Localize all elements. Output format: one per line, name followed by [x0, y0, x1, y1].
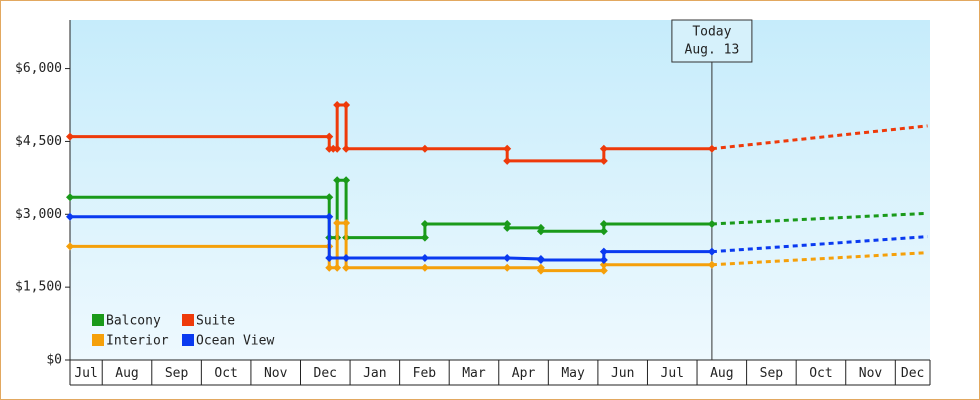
price-point: [599, 220, 608, 228]
price-point: [420, 220, 429, 228]
price-point: [342, 144, 351, 153]
price-point: [503, 254, 512, 262]
x-tick-label: Nov: [264, 366, 288, 381]
today-label: Today: [692, 25, 731, 40]
price-point: [503, 223, 512, 232]
x-tick-label: Mar: [462, 366, 486, 381]
price-point: [536, 255, 545, 264]
x-tick-label: Aug: [115, 366, 138, 381]
price-point: [333, 219, 342, 228]
price-point: [333, 101, 342, 109]
legend-swatch: [182, 314, 194, 326]
x-tick-label: Apr: [512, 366, 536, 381]
y-tick-label: $1,500: [15, 280, 62, 295]
price-point: [599, 144, 608, 153]
price-point: [333, 176, 342, 185]
price-point: [599, 156, 608, 165]
x-tick-label: Jul: [74, 366, 97, 381]
x-tick-label: Dec: [314, 366, 337, 381]
price-point: [325, 193, 334, 202]
price-point: [333, 263, 342, 272]
x-tick-label: Oct: [809, 366, 832, 381]
price-point: [342, 219, 351, 228]
x-tick-label: Feb: [413, 366, 437, 381]
forecast-line: [711, 235, 928, 254]
price-point: [342, 176, 351, 185]
x-tick-label: May: [561, 366, 585, 381]
price-point: [66, 132, 74, 141]
price-point: [420, 233, 429, 242]
price-point: [325, 132, 334, 141]
legend-swatch: [92, 334, 104, 346]
forecast-line: [711, 124, 928, 151]
price-point: [333, 144, 342, 153]
x-tick-label: Sep: [165, 366, 189, 381]
price-point: [536, 266, 545, 275]
y-tick-label: $3,000: [15, 207, 62, 222]
price-point: [325, 212, 334, 221]
price-point: [66, 242, 74, 251]
legend-swatch: [182, 334, 194, 346]
price-point: [342, 254, 351, 262]
legend-label: Ocean View: [196, 334, 274, 349]
price-point: [342, 263, 351, 272]
x-tick-label: Dec: [901, 366, 924, 381]
price-point: [599, 266, 608, 275]
price-point: [325, 254, 334, 262]
x-tick-label: Oct: [214, 366, 237, 381]
price-point: [503, 263, 512, 272]
x-tick-label: Jul: [661, 366, 684, 381]
x-tick-label: Sep: [760, 366, 784, 381]
y-tick-label: $4,500: [15, 134, 62, 149]
today-label: Aug. 13: [685, 43, 740, 58]
x-tick-label: Jun: [611, 366, 634, 381]
price-point: [66, 212, 74, 221]
price-point: [420, 254, 429, 262]
price-point: [599, 227, 608, 236]
legend-label: Suite: [196, 314, 235, 329]
x-tick-label: Aug: [710, 366, 733, 381]
x-tick-label: Jan: [363, 366, 386, 381]
legend-label: Interior: [106, 334, 169, 349]
today-box: [671, 19, 753, 63]
price-point: [599, 247, 608, 256]
price-point: [599, 255, 608, 264]
price-point: [536, 227, 545, 236]
y-tick-label: $0: [46, 353, 62, 368]
price-point: [325, 263, 334, 272]
y-tick-label: $6,000: [15, 61, 62, 76]
x-tick-label: Nov: [859, 366, 883, 381]
price-point: [503, 144, 512, 153]
price-point: [599, 260, 608, 269]
legend-swatch: [92, 314, 104, 326]
price-point: [342, 101, 351, 109]
price-point: [420, 144, 429, 153]
price-point: [420, 263, 429, 272]
legend-label: Balcony: [106, 314, 161, 329]
plot-area: [70, 20, 930, 360]
price-point: [503, 156, 512, 165]
price-point: [66, 193, 74, 202]
